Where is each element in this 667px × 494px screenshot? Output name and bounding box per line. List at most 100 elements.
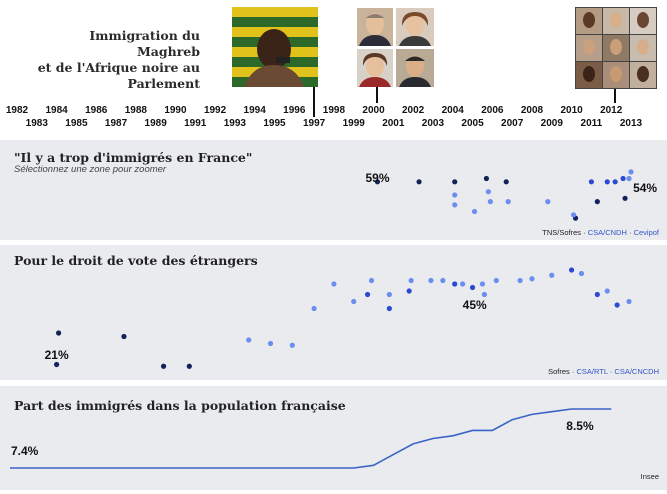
chart-2-point-csa-rtl-6[interactable] (594, 291, 600, 298)
chart-2-point-csa-cncdh-17[interactable] (549, 272, 555, 278)
deputy-photo-2012[interactable] (575, 7, 657, 89)
deputy-photo-2000-b[interactable] (396, 8, 434, 46)
chart-2-point-csa-cncdh-19[interactable] (604, 288, 610, 294)
chart-2-point-csa-cncdh-13[interactable] (481, 291, 488, 298)
chart-2-point-sofres-2[interactable] (121, 333, 127, 340)
year-label-1990[interactable]: 1990 (164, 105, 187, 116)
year-label-2009[interactable]: 2009 (540, 118, 563, 129)
chart-1-point-tns-sofres-0[interactable] (374, 179, 381, 185)
chart-1-source-1[interactable]: TNS/Sofres (542, 228, 582, 237)
year-label-1983[interactable]: 1983 (25, 118, 48, 129)
year-axis[interactable]: 1982 1984 1986 1988 1990 1992 1994 1996 1998 2000… (0, 100, 667, 140)
chart-1-point-tns-sofres-7[interactable] (622, 195, 628, 201)
chart-2-point-csa-rtl-2[interactable] (406, 288, 412, 294)
chart-3-plot[interactable]: 7.4% 8.5% (0, 386, 667, 490)
chart-2-point-csa-rtl-4[interactable] (469, 284, 476, 291)
year-label-1989[interactable]: 1989 (144, 118, 167, 129)
year-label-2001[interactable]: 2001 (382, 118, 405, 129)
chart-2-point-csa-rtl-3[interactable] (452, 281, 458, 287)
chart-1-point-tns-sofres-2[interactable] (452, 179, 458, 185)
year-label-1999[interactable]: 1999 (342, 118, 365, 129)
chart-3-source-1[interactable]: Insee (640, 472, 659, 481)
year-label-2010[interactable]: 2010 (560, 105, 583, 116)
chart-1-point-csa-cndh-3[interactable] (620, 175, 626, 182)
year-label-2013[interactable]: 2013 (619, 118, 643, 129)
year-label-2004[interactable]: 2004 (441, 105, 464, 116)
chart-2-point-csa-cncdh-4[interactable] (331, 281, 337, 287)
year-label-2011[interactable]: 2011 (580, 118, 603, 129)
year-label-2000[interactable]: 2000 (362, 105, 385, 116)
year-label-1988[interactable]: 1988 (124, 105, 147, 116)
chart-2-point-csa-rtl-7[interactable] (614, 302, 620, 308)
panel-voting-rights[interactable]: Pour le droit de vote des étrangers 21% 4… (0, 245, 667, 380)
panel-too-many-immigrants[interactable]: "Il y a trop d'immigrés en France" Sélec… (0, 140, 667, 240)
chart-1-point-cevipof-4[interactable] (487, 199, 493, 205)
year-label-1982[interactable]: 1982 (5, 105, 29, 116)
chart-1-point-tns-sofres-1[interactable] (416, 179, 422, 185)
chart-3-line[interactable] (10, 408, 612, 469)
chart-2-point-csa-cncdh-0[interactable] (246, 337, 252, 343)
chart-1-point-csa-cndh-1[interactable] (604, 179, 610, 185)
chart-2-point-csa-cncdh-15[interactable] (517, 277, 523, 284)
chart-1-point-csa-cndh-0[interactable] (588, 179, 594, 185)
year-label-1987[interactable]: 1987 (104, 118, 128, 129)
year-label-2007[interactable]: 2007 (501, 118, 524, 129)
chart-2-point-csa-cncdh-9[interactable] (428, 277, 434, 284)
year-label-2003[interactable]: 2003 (421, 118, 445, 129)
year-label-1984[interactable]: 1984 (45, 105, 68, 116)
chart-2-point-csa-cncdh-16[interactable] (529, 276, 535, 282)
chart-1-point-cevipof-0[interactable] (452, 192, 458, 198)
chart-2-point-csa-cncdh-12[interactable] (479, 281, 486, 287)
chart-2-point-csa-rtl-1[interactable] (386, 305, 392, 312)
chart-1-source-2[interactable]: CSA/CNDH (587, 228, 627, 237)
chart-2-point-sofres-0[interactable] (55, 330, 62, 336)
chart-1-point-cevipof-9[interactable] (628, 169, 634, 175)
chart-2-point-csa-cncdh-5[interactable] (351, 298, 357, 305)
chart-1-point-tns-sofres-3[interactable] (483, 175, 490, 182)
chart-2-point-sofres-3[interactable] (160, 363, 167, 369)
chart-1-point-cevipof-3[interactable] (485, 189, 491, 195)
chart-2-source-2[interactable]: CSA/RTL (576, 367, 608, 376)
year-label-1995[interactable]: 1995 (263, 118, 286, 129)
panel-immigrant-share[interactable]: Part des immigrés dans la population fra… (0, 386, 667, 490)
year-label-1997[interactable]: 1997 (302, 118, 326, 129)
deputy-photo-2000-a[interactable] (357, 8, 393, 46)
year-label-2005[interactable]: 2005 (461, 118, 484, 129)
chart-2-point-csa-cncdh-14[interactable] (493, 277, 499, 284)
chart-2-source-1[interactable]: Sofres (548, 367, 570, 376)
chart-2-source-3[interactable]: CSA/CNCDH (614, 367, 659, 376)
year-label-1992[interactable]: 1992 (203, 105, 227, 116)
chart-1-point-cevipof-6[interactable] (545, 199, 551, 205)
chart-1-source-3[interactable]: Cevipof (633, 228, 659, 237)
year-label-1998[interactable]: 1998 (322, 105, 346, 116)
chart-2-point-csa-cncdh-20[interactable] (626, 298, 632, 305)
chart-1-point-tns-sofres-4[interactable] (503, 179, 509, 185)
year-label-1991[interactable]: 1991 (184, 118, 207, 129)
year-label-2006[interactable]: 2006 (481, 105, 504, 116)
year-label-1994[interactable]: 1994 (243, 105, 266, 116)
chart-2-plot[interactable]: 21% 45% (0, 245, 667, 380)
chart-2-point-csa-cncdh-1[interactable] (267, 340, 274, 347)
chart-2-point-csa-cncdh-2[interactable] (289, 342, 295, 348)
year-label-1996[interactable]: 1996 (283, 105, 306, 116)
chart-1-point-cevipof-2[interactable] (471, 208, 478, 215)
chart-2-point-csa-rtl-5[interactable] (568, 267, 575, 273)
chart-2-point-sofres-4[interactable] (186, 363, 192, 369)
chart-2-point-csa-cncdh-10[interactable] (440, 277, 446, 284)
year-label-1986[interactable]: 1986 (85, 105, 108, 116)
chart-1-point-csa-cndh-2[interactable] (612, 179, 618, 185)
year-label-1985[interactable]: 1985 (65, 118, 88, 129)
chart-2-point-csa-cncdh-6[interactable] (368, 277, 375, 284)
year-label-1993[interactable]: 1993 (223, 118, 246, 129)
chart-2-point-csa-cncdh-3[interactable] (311, 305, 317, 312)
chart-2-point-csa-cncdh-18[interactable] (578, 270, 585, 277)
chart-2-point-csa-cncdh-8[interactable] (408, 277, 414, 284)
chart-1-point-cevipof-5[interactable] (505, 199, 511, 205)
year-label-2002[interactable]: 2002 (402, 105, 425, 116)
chart-2-point-csa-rtl-0[interactable] (364, 291, 371, 298)
deputy-photo-2000-c[interactable] (357, 49, 393, 87)
chart-2-point-sofres-1[interactable] (54, 361, 60, 368)
chart-2-point-csa-cncdh-7[interactable] (386, 291, 392, 298)
chart-1-point-tns-sofres-6[interactable] (594, 199, 600, 205)
year-label-2008[interactable]: 2008 (520, 105, 544, 116)
